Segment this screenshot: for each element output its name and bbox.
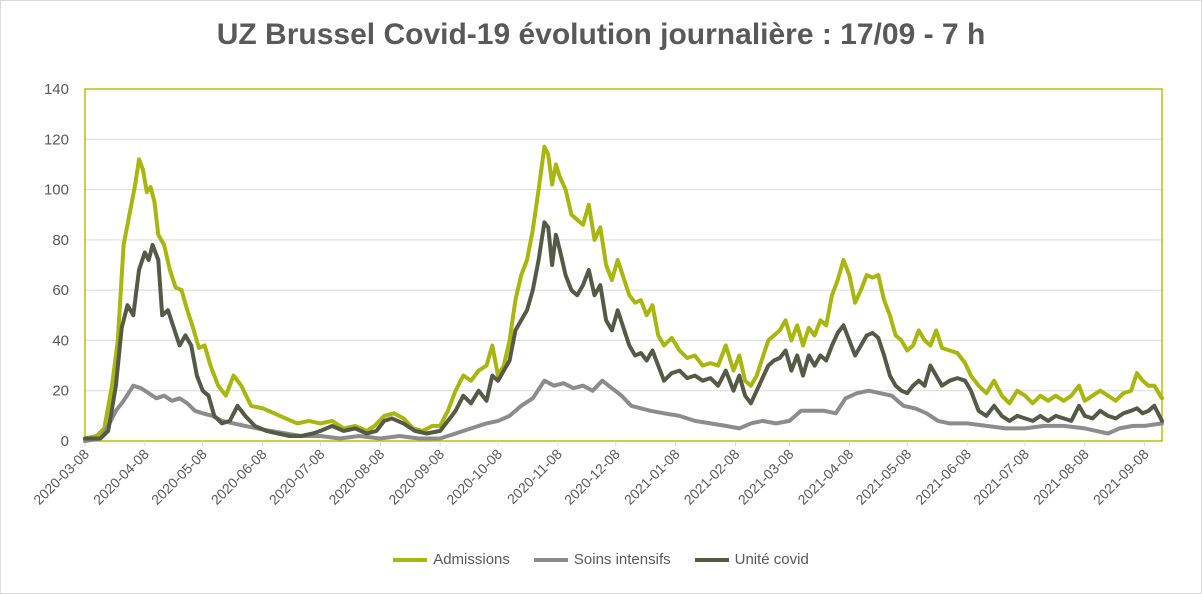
x-tick-label: 2020-10-08 [443,446,505,508]
plot-area-border [84,88,1163,442]
x-tick-label: 2020-05-08 [148,446,210,508]
legend-swatch-admissions [393,557,428,562]
x-tick-label: 2021-07-08 [970,446,1032,508]
x-tick-label: 2020-04-08 [90,446,152,508]
x-axis-ticks: 2020-03-082020-04-082020-05-082020-06-08… [30,441,1152,508]
x-tick-label: 2021-04-08 [794,446,856,508]
legend-item-unite-covid: Unité covid [694,551,809,568]
x-tick-label: 2020-03-08 [30,446,92,508]
x-tick-label: 2020-11-08 [504,446,565,507]
legend-label-soins-intensifs: Soins intensifs [573,551,671,568]
x-tick-label: 2021-09-08 [1090,446,1152,508]
y-axis-ticks: 0 20 40 60 80 100 120 140 [44,81,69,450]
series-lines [83,144,1164,443]
x-tick-label: 2020-08-08 [325,446,387,508]
x-tick-label: 2020-06-08 [208,446,270,508]
y-tick-label: 0 [61,433,69,450]
x-tick-label: 2021-01-08 [621,446,683,508]
x-tick-label: 2021-02-08 [681,446,743,508]
series-line-soins-intensifs [83,378,1164,443]
y-tick-label: 80 [52,232,69,249]
y-tick-label: 100 [44,182,69,199]
x-tick-label: 2020-12-08 [561,446,623,508]
y-tick-label: 60 [52,282,69,299]
x-tick-label: 2020-07-08 [266,446,328,508]
x-tick-label: 2021-05-08 [852,446,914,508]
series-line-admissions [83,144,1164,441]
x-tick-label: 2021-06-08 [912,446,974,508]
y-tick-label: 140 [44,81,69,98]
y-tick-label: 20 [52,383,69,400]
legend-item-soins-intensifs: Soins intensifs [533,551,671,568]
series-line-unite-covid [83,220,1164,441]
legend-label-unite-covid: Unité covid [734,551,809,568]
x-tick-label: 2021-03-08 [735,446,797,508]
y-tick-label: 40 [52,332,69,349]
legend-swatch-soins-intensifs [533,557,568,562]
legend: Admissions Soins intensifs Unité covid [0,551,1202,568]
legend-swatch-unite-covid [694,557,729,562]
legend-label-admissions: Admissions [433,551,510,568]
x-tick-label: 2021-08-08 [1030,446,1092,508]
gridlines [85,138,1162,392]
chart-title: UZ Brussel Covid-19 évolution journalièr… [216,18,986,51]
y-tick-label: 120 [44,131,69,148]
x-tick-label: 2020-09-08 [385,446,447,508]
legend-item-admissions: Admissions [393,551,510,568]
